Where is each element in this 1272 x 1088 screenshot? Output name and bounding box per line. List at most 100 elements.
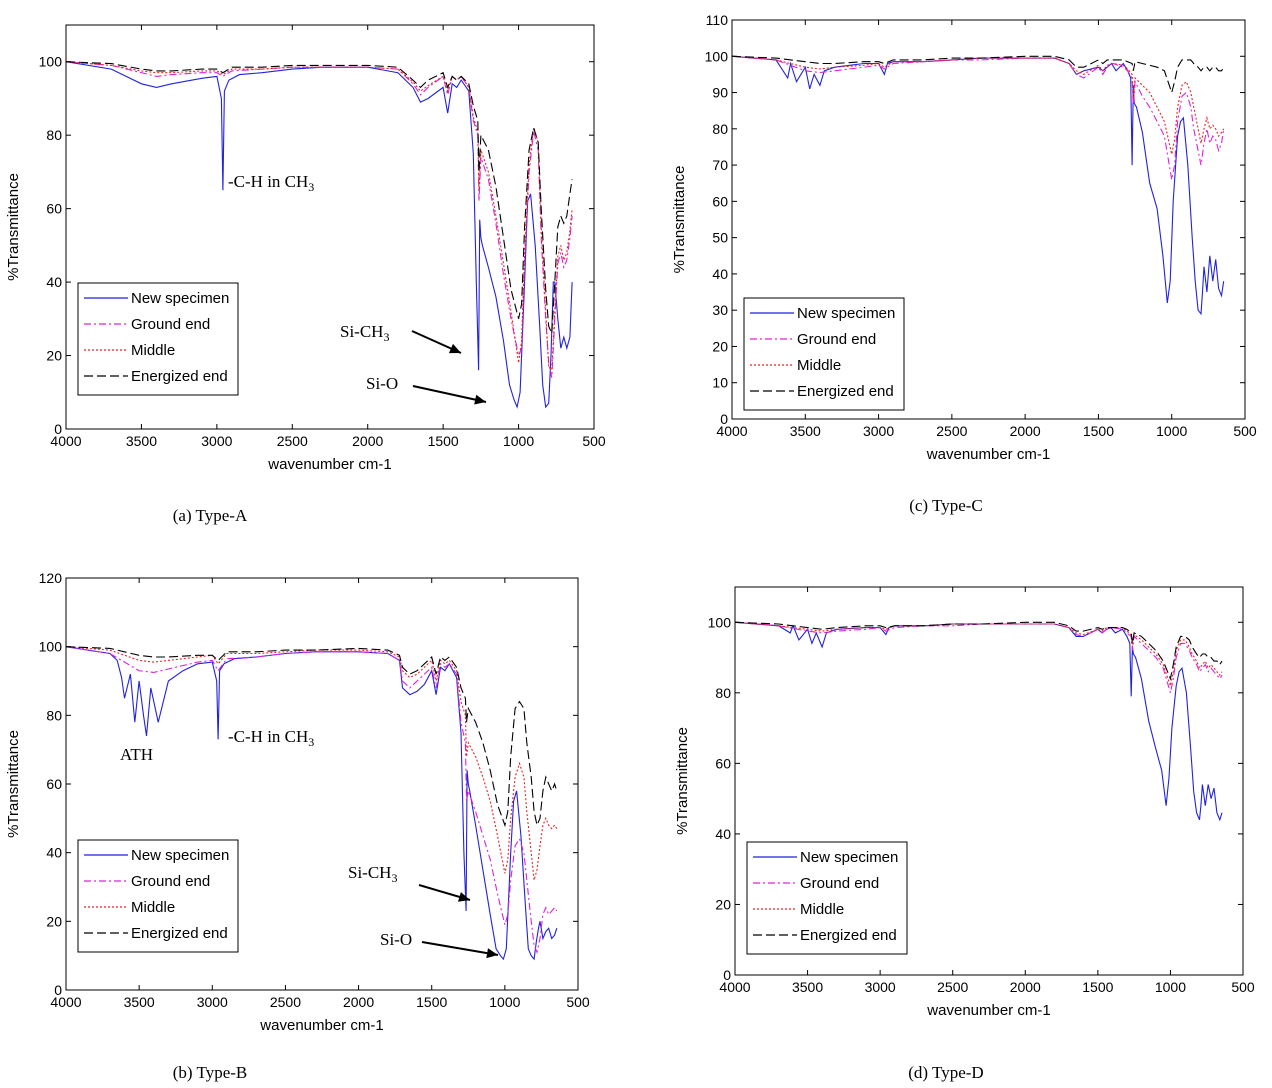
x-tick-label: 500 (1231, 979, 1255, 995)
y-tick-label: 0 (720, 411, 728, 427)
y-tick-label: 80 (715, 685, 731, 701)
peak-annotation: Si-CH3 (348, 863, 397, 885)
y-tick-label: 0 (54, 982, 62, 998)
x-tick-label: 2500 (277, 433, 308, 449)
legend-label: Energized end (797, 383, 894, 400)
x-tick-label: 3500 (124, 994, 155, 1010)
series-line-new-specimen (732, 56, 1224, 314)
legend-label: Ground end (797, 331, 876, 348)
legend-label: Middle (131, 899, 175, 916)
legend-label: Energized end (800, 927, 897, 944)
y-tick-label: 120 (39, 570, 63, 586)
x-tick-label: 3500 (126, 433, 157, 449)
x-tick-label: 500 (1233, 423, 1257, 439)
y-tick-label: 20 (712, 338, 728, 354)
panel-caption: (a) Type-A (173, 506, 248, 525)
panel-caption: (d) Type-D (908, 1063, 983, 1082)
peak-annotation: Si-O (366, 374, 398, 393)
legend-label: New specimen (131, 847, 229, 864)
y-tick-label: 60 (46, 776, 62, 792)
annotation-arrowhead (474, 395, 486, 405)
y-tick-label: 0 (723, 967, 731, 983)
panel-caption: (b) Type-B (173, 1063, 248, 1082)
x-tick-label: 1000 (503, 433, 534, 449)
y-tick-label: 30 (712, 302, 728, 318)
series-line-ground-end (735, 622, 1222, 693)
legend-label: Ground end (131, 873, 210, 890)
peak-annotation: Si-O (380, 930, 412, 949)
y-tick-label: 80 (46, 127, 62, 143)
legend-label: Ground end (800, 875, 879, 892)
y-tick-label: 40 (46, 274, 62, 290)
series-line-energized-end (732, 56, 1224, 92)
y-tick-label: 20 (715, 896, 731, 912)
legend-label: Ground end (131, 316, 210, 333)
peak-annotation: -C-H in CH3 (228, 727, 314, 749)
x-tick-label: 1500 (1082, 979, 1113, 995)
y-tick-label: 40 (46, 845, 62, 861)
chart-panel-a: 4000 3500 3000 2500 2000 1500 1000 500 0 20 40 60 80… (5, 25, 606, 525)
y-tick-label: 40 (715, 826, 731, 842)
x-tick-label: 1500 (416, 994, 447, 1010)
y-tick-label: 50 (712, 230, 728, 246)
panel-caption: (c) Type-C (909, 496, 983, 515)
legend-label: Middle (800, 901, 844, 918)
x-tick-label: 2000 (1010, 423, 1041, 439)
y-tick-label: 60 (712, 193, 728, 209)
y-tick-label: 100 (705, 48, 729, 64)
x-tick-label: 3000 (865, 979, 896, 995)
y-axis-label: %Transmittance (674, 727, 691, 835)
y-tick-label: 90 (712, 85, 728, 101)
x-tick-label: 2000 (352, 433, 383, 449)
legend-label: Energized end (131, 368, 228, 385)
legend-label: New specimen (131, 290, 229, 307)
chart-panel-d: 4000 3500 3000 2500 2000 1500 1000 500 0 20 40 60 80… (674, 587, 1255, 1082)
legend: New specimen Ground end Middle Energized en… (78, 283, 238, 395)
legend-label: Energized end (131, 925, 228, 942)
x-tick-label: 500 (566, 994, 590, 1010)
x-tick-label: 2000 (1010, 979, 1041, 995)
y-axis-label: %Transmittance (5, 730, 22, 838)
y-tick-label: 20 (46, 348, 62, 364)
chart-panel-b: 4000 3500 3000 2500 2000 1500 1000 500 0 20 40 60 80… (5, 570, 590, 1082)
series-line-new-specimen (735, 622, 1222, 820)
x-tick-label: 3500 (792, 979, 823, 995)
y-tick-label: 60 (46, 201, 62, 217)
x-axis-label: wavenumber cm-1 (267, 456, 391, 473)
x-tick-label: 2000 (343, 994, 374, 1010)
y-tick-label: 110 (706, 12, 729, 28)
y-tick-label: 20 (46, 913, 62, 929)
y-tick-label: 80 (712, 121, 728, 137)
x-tick-label: 1000 (489, 994, 520, 1010)
x-tick-label: 3500 (790, 423, 821, 439)
peak-annotation: Si-CH3 (340, 322, 389, 344)
legend-label: Middle (797, 357, 841, 374)
y-axis-label: %Transmittance (671, 166, 688, 274)
y-tick-label: 100 (39, 639, 63, 655)
x-axis-label: wavenumber cm-1 (926, 446, 1050, 463)
y-tick-label: 80 (46, 707, 62, 723)
x-tick-label: 3000 (201, 433, 232, 449)
peak-annotation: ATH (120, 745, 153, 764)
y-tick-label: 70 (712, 157, 728, 173)
y-tick-label: 0 (54, 421, 62, 437)
legend: New specimen Ground end Middle Energized en… (744, 298, 904, 410)
x-tick-label: 1500 (1083, 423, 1114, 439)
annotation-arrow (413, 386, 486, 402)
y-tick-label: 10 (712, 375, 728, 391)
legend: New specimen Ground end Middle Energized en… (78, 840, 238, 952)
x-axis-label: wavenumber cm-1 (926, 1002, 1050, 1019)
y-tick-label: 40 (712, 266, 728, 282)
x-tick-label: 1000 (1156, 423, 1187, 439)
annotation-arrow (422, 942, 498, 955)
peak-annotation: -C-H in CH3 (228, 172, 314, 194)
x-tick-label: 2500 (937, 979, 968, 995)
x-axis-label: wavenumber cm-1 (259, 1017, 383, 1034)
x-tick-label: 2500 (936, 423, 967, 439)
legend: New specimen Ground end Middle Energized en… (747, 842, 907, 954)
y-axis-label: %Transmittance (5, 173, 22, 281)
chart-panel-c: 4000 3500 3000 2500 2000 1500 1000 500010203040… (671, 12, 1257, 515)
legend-label: New specimen (800, 849, 898, 866)
series-line-ground-end (732, 56, 1224, 179)
